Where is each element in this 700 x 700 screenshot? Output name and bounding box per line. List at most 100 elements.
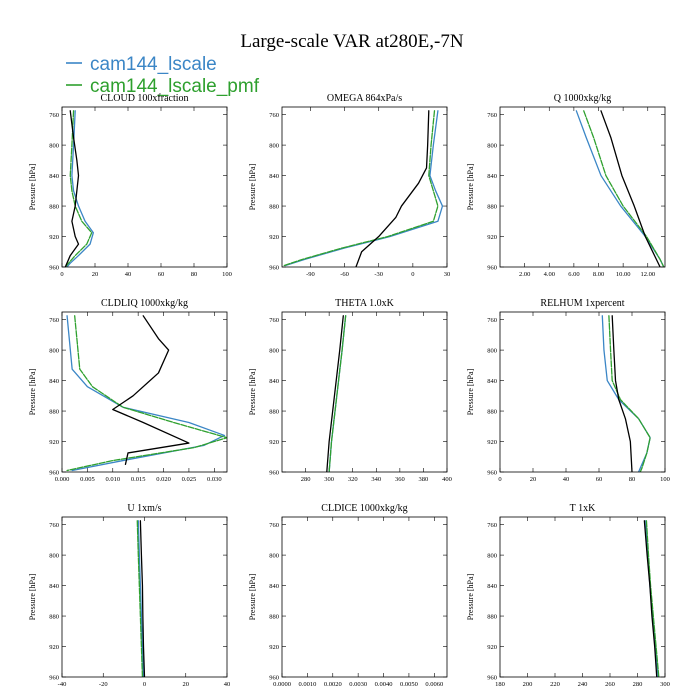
series-group: [326, 315, 347, 472]
series-group: [66, 315, 227, 472]
series-line-lscale-pmf: [66, 315, 227, 472]
y-axis-label: Pressure [hPa]: [248, 573, 257, 620]
legend: cam144_lscale cam144_lscale_pmf: [66, 54, 260, 97]
y-tick-label: 880: [269, 613, 279, 620]
series-line-lscale-pmf: [608, 315, 651, 472]
panel-title: U 1xm/s: [127, 503, 161, 514]
plot-frame: [281, 516, 448, 678]
x-tick-label: 300: [324, 476, 334, 483]
x-tick-label: 200: [523, 681, 533, 688]
y-tick-label: 920: [49, 644, 59, 651]
y-tick-label: 880: [487, 613, 497, 620]
x-tick-label: 10.00: [616, 271, 631, 278]
x-tick-label: 340: [371, 476, 381, 483]
x-tick-label: 0.0040: [375, 681, 393, 688]
y-tick-label: 880: [487, 408, 497, 415]
y-tick-label: 800: [269, 142, 279, 149]
x-tick-label: 180: [495, 681, 505, 688]
y-tick-label: 920: [49, 439, 59, 446]
y-axis-label: Pressure [hPa]: [466, 163, 475, 210]
x-tick-label: 100: [222, 271, 232, 278]
x-tick-label: -90: [306, 271, 315, 278]
y-tick-label: 760: [49, 317, 59, 324]
series-line-lscale-pmf: [328, 315, 347, 472]
x-tick-label: 0.0060: [425, 681, 443, 688]
y-tick-label: 920: [269, 644, 279, 651]
series-line-lscale-pmf: [64, 110, 93, 267]
plot-frame: [499, 516, 666, 678]
x-tick-label: 100: [660, 476, 670, 483]
x-tick-label: 0: [411, 271, 414, 278]
series-line-reference: [326, 315, 344, 472]
y-tick-label: 920: [487, 644, 497, 651]
x-tick-label: 0.005: [80, 476, 95, 483]
x-tick-label: 0.0000: [273, 681, 291, 688]
series-line-lscale-pmf: [583, 110, 665, 267]
plot-frame: [281, 106, 448, 268]
legend-label-lscale-pmf: cam144_lscale_pmf: [90, 76, 260, 97]
y-tick-label: 920: [49, 234, 59, 241]
panel-title: RELHUM 1xpercent: [540, 298, 624, 309]
x-tick-label: 0.010: [105, 476, 120, 483]
x-tick-label: 240: [578, 681, 588, 688]
y-tick-label: 800: [269, 552, 279, 559]
x-tick-label: -40: [58, 681, 67, 688]
y-tick-label: 760: [269, 317, 279, 324]
x-tick-label: 0.015: [131, 476, 146, 483]
x-tick-label: 40: [563, 476, 570, 483]
y-tick-label: 880: [49, 613, 59, 620]
x-tick-label: 0.0030: [349, 681, 367, 688]
y-tick-label: 840: [49, 583, 59, 590]
x-tick-label: -20: [99, 681, 108, 688]
panel-3: CLDLIQ 1000xkg/kg Pressure [hPa] 760 800 840…: [28, 298, 228, 483]
series-line-lscale: [66, 315, 226, 472]
y-tick-label: 960: [269, 674, 279, 681]
y-tick-label: 840: [269, 583, 279, 590]
y-tick-label: 840: [487, 378, 497, 385]
panel-title: CLDLIQ 1000xkg/kg: [101, 298, 188, 309]
x-tick-label: 12.00: [640, 271, 655, 278]
panel-title: CLDICE 1000xkg/kg: [321, 503, 407, 514]
series-line-reference: [600, 110, 661, 267]
y-tick-label: 760: [487, 317, 497, 324]
y-tick-label: 960: [49, 264, 59, 271]
x-tick-label: 0.0020: [324, 681, 342, 688]
x-tick-label: 0.030: [207, 476, 222, 483]
y-tick-label: 840: [49, 378, 59, 385]
y-tick-label: 800: [487, 552, 497, 559]
x-tick-label: 0.000: [55, 476, 70, 483]
x-tick-label: 0.020: [156, 476, 171, 483]
y-tick-label: 800: [487, 347, 497, 354]
series-line-reference: [64, 110, 80, 267]
y-tick-label: 760: [487, 522, 497, 529]
x-tick-label: 300: [660, 681, 670, 688]
y-tick-label: 920: [487, 439, 497, 446]
series-line-lscale-pmf: [283, 110, 439, 267]
y-tick-label: 880: [269, 203, 279, 210]
panel-title: T 1xK: [570, 503, 596, 514]
x-tick-label: 260: [605, 681, 615, 688]
legend-label-lscale: cam144_lscale: [90, 54, 217, 75]
y-tick-label: 840: [269, 378, 279, 385]
y-tick-label: 920: [487, 234, 497, 241]
y-tick-label: 760: [269, 522, 279, 529]
y-tick-label: 960: [269, 469, 279, 476]
x-tick-label: 60: [158, 271, 165, 278]
series-group: [64, 110, 94, 267]
plot-frame: [499, 106, 666, 268]
y-tick-label: 760: [49, 112, 59, 119]
plot-frame: [499, 311, 666, 473]
y-tick-label: 800: [487, 142, 497, 149]
y-tick-label: 800: [49, 142, 59, 149]
x-tick-label: -30: [374, 271, 383, 278]
y-tick-label: 960: [269, 264, 279, 271]
y-tick-label: 760: [269, 112, 279, 119]
x-tick-label: 0.0010: [298, 681, 316, 688]
plot-frame: [281, 311, 448, 473]
y-tick-label: 880: [487, 203, 497, 210]
y-tick-label: 880: [269, 408, 279, 415]
